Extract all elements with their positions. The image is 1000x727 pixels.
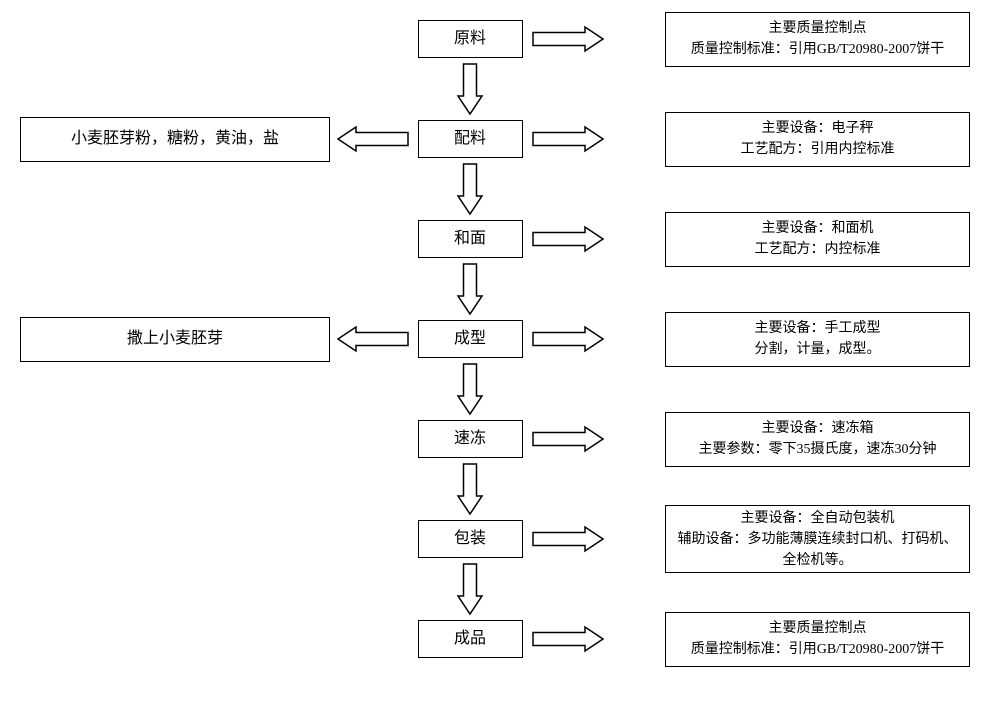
- right-note-6: 主要质量控制点质量控制标准：引用GB/T20980-2007饼干: [665, 612, 970, 667]
- note-line: 主要设备：和面机: [762, 218, 874, 239]
- note-line: 质量控制标准：引用GB/T20980-2007饼干: [691, 639, 945, 660]
- arrow-left: [338, 127, 408, 151]
- note-line: 主要设备：手工成型: [755, 318, 881, 339]
- note-line: 主要质量控制点: [769, 18, 867, 39]
- step-label: 和面: [454, 227, 486, 251]
- step-label: 成品: [454, 627, 486, 651]
- note-line: 质量控制标准：引用GB/T20980-2007饼干: [691, 39, 945, 60]
- arrow-down: [458, 364, 482, 414]
- step-1: 配料: [418, 120, 523, 158]
- note-line: 主要设备：电子秤: [762, 118, 874, 139]
- note-line: 主要参数：零下35摄氏度，速冻30分钟: [699, 439, 937, 460]
- right-note-1: 主要设备：电子秤工艺配方：引用内控标准: [665, 112, 970, 167]
- right-note-3: 主要设备：手工成型分割，计量，成型。: [665, 312, 970, 367]
- left-note-text: 小麦胚芽粉，糖粉，黄油，盐: [71, 127, 279, 151]
- step-label: 成型: [454, 327, 486, 351]
- note-line: 工艺配方：引用内控标准: [741, 139, 895, 160]
- note-line: 主要设备：全自动包装机: [741, 508, 895, 529]
- arrow-right: [533, 127, 603, 151]
- right-note-5: 主要设备：全自动包装机辅助设备：多功能薄膜连续封口机、打码机、全检机等。: [665, 505, 970, 573]
- note-line: 主要设备：速冻箱: [762, 418, 874, 439]
- note-line: 工艺配方：内控标准: [755, 239, 881, 260]
- step-label: 配料: [454, 127, 486, 151]
- arrow-right: [533, 527, 603, 551]
- right-note-0: 主要质量控制点质量控制标准：引用GB/T20980-2007饼干: [665, 12, 970, 67]
- step-4: 速冻: [418, 420, 523, 458]
- flowchart-canvas: 原料主要质量控制点质量控制标准：引用GB/T20980-2007饼干配料主要设备…: [0, 0, 1000, 727]
- step-3: 成型: [418, 320, 523, 358]
- left-note-text: 撒上小麦胚芽: [127, 327, 223, 351]
- arrow-right: [533, 327, 603, 351]
- step-6: 成品: [418, 620, 523, 658]
- step-2: 和面: [418, 220, 523, 258]
- arrow-right: [533, 627, 603, 651]
- note-line: 分割，计量，成型。: [755, 339, 881, 360]
- arrow-right: [533, 227, 603, 251]
- right-note-4: 主要设备：速冻箱主要参数：零下35摄氏度，速冻30分钟: [665, 412, 970, 467]
- arrow-left: [338, 327, 408, 351]
- step-label: 速冻: [454, 427, 486, 451]
- left-note-3: 撒上小麦胚芽: [20, 317, 330, 362]
- arrow-down: [458, 164, 482, 214]
- step-label: 包装: [454, 527, 486, 551]
- note-line: 辅助设备：多功能薄膜连续封口机、打码机、全检机等。: [672, 529, 963, 571]
- step-5: 包装: [418, 520, 523, 558]
- left-note-1: 小麦胚芽粉，糖粉，黄油，盐: [20, 117, 330, 162]
- step-label: 原料: [454, 27, 486, 51]
- arrow-down: [458, 264, 482, 314]
- step-0: 原料: [418, 20, 523, 58]
- arrow-down: [458, 564, 482, 614]
- arrow-right: [533, 27, 603, 51]
- arrow-right: [533, 427, 603, 451]
- arrow-down: [458, 64, 482, 114]
- right-note-2: 主要设备：和面机工艺配方：内控标准: [665, 212, 970, 267]
- arrow-down: [458, 464, 482, 514]
- note-line: 主要质量控制点: [769, 618, 867, 639]
